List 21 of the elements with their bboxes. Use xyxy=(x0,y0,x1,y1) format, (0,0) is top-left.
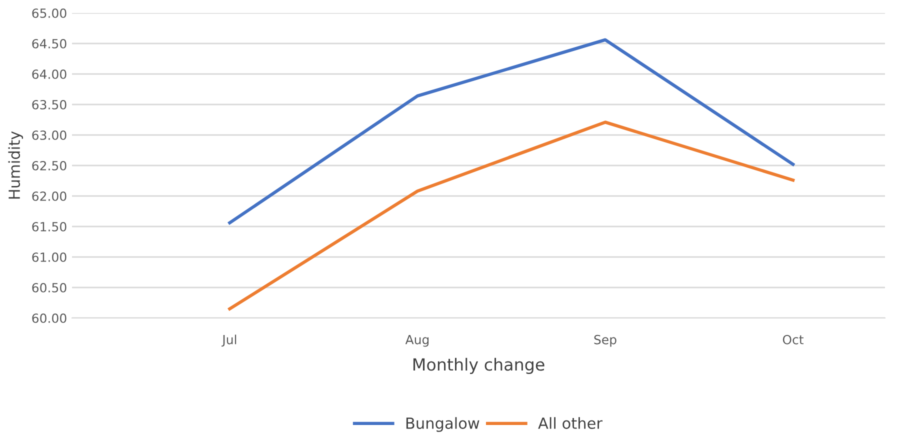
y-tick-label: 64.00 xyxy=(32,69,66,79)
y-tick-label: 64.50 xyxy=(32,38,66,48)
x-tick-label: Sep xyxy=(594,334,616,347)
y-axis-title: Humidity xyxy=(8,131,24,199)
y-tick-label: 63.50 xyxy=(32,100,66,110)
line-series xyxy=(228,120,795,310)
y-tick-label: 61.50 xyxy=(32,222,66,232)
x-axis-title: Monthly change xyxy=(413,358,544,374)
y-tick-label: 60.50 xyxy=(32,282,66,292)
y-tick-label: 62.50 xyxy=(32,160,66,170)
y-tick-label: 62.00 xyxy=(32,191,66,201)
x-tick-label: Jul xyxy=(222,334,236,347)
legend-label: Bungalow xyxy=(406,417,480,432)
x-tick-label: Aug xyxy=(405,335,429,347)
y-tick-label: 61.00 xyxy=(32,252,66,262)
x-tick-label: Oct xyxy=(782,334,804,344)
y-tick-label: 60.00 xyxy=(32,313,66,323)
line-series xyxy=(228,38,795,224)
y-tick-label: 65.00 xyxy=(32,8,66,18)
y-tick-label: 63.00 xyxy=(32,130,66,140)
legend-label: All other xyxy=(538,417,602,429)
